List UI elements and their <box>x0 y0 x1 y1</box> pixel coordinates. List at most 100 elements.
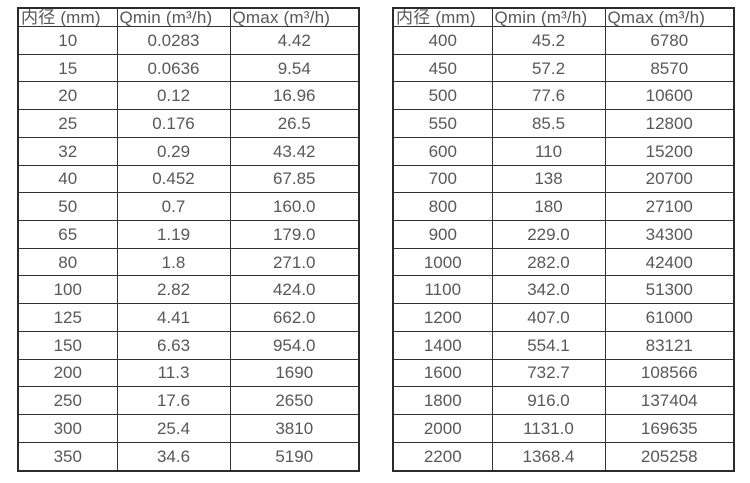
table-row: 500 77.6 10600 <box>392 81 735 111</box>
table-cell: 125 <box>17 303 118 332</box>
table-row: 2000 1131.0 169635 <box>392 414 735 443</box>
table-cell: 954.0 <box>229 330 360 360</box>
table-cell: 34300 <box>604 220 735 249</box>
flow-range-table-large-diameters: 内径 (mm) Qmin (m³/h) Qmax (m³/h) 400 45.2 6780… <box>392 7 735 472</box>
table-row: 1800 916.0 137404 <box>392 386 735 416</box>
table-cell: 10 <box>17 26 118 55</box>
header-cell: 内径 (mm) <box>17 7 118 27</box>
table-cell: 0.176 <box>116 109 231 138</box>
table-cell: 700 <box>392 164 493 194</box>
table-cell: 11.3 <box>116 358 231 388</box>
table-cell: 3810 <box>229 414 360 443</box>
table-cell: 57.2 <box>491 53 606 83</box>
table-cell: 407.0 <box>491 303 606 332</box>
table-row: 25 0.176 26.5 <box>17 109 360 138</box>
table-cell: 4.41 <box>116 303 231 332</box>
table-cell: 42400 <box>604 247 735 277</box>
table-cell: 20 <box>17 81 118 111</box>
header-cell: 内径 (mm) <box>392 7 493 27</box>
table-cell: 25 <box>17 109 118 138</box>
header-cell: Qmax (m³/h) <box>229 7 360 27</box>
table-cell: 0.452 <box>116 164 231 194</box>
table-cell: 1000 <box>392 247 493 277</box>
table-cell: 27100 <box>604 192 735 222</box>
table-row: 65 1.19 179.0 <box>17 220 360 249</box>
table-cell: 10600 <box>604 81 735 111</box>
table-cell: 50 <box>17 192 118 222</box>
header-row: 内径 (mm) Qmin (m³/h) Qmax (m³/h) <box>17 7 360 27</box>
table-row: 900 229.0 34300 <box>392 220 735 249</box>
table-cell: 1400 <box>392 330 493 360</box>
table-cell: 110 <box>491 136 606 166</box>
table-row: 80 1.8 271.0 <box>17 247 360 277</box>
table-cell: 160.0 <box>229 192 360 222</box>
table-cell: 0.29 <box>116 136 231 166</box>
table-cell: 0.0636 <box>116 53 231 83</box>
table-cell: 0.12 <box>116 81 231 111</box>
table-cell: 550 <box>392 109 493 138</box>
table-cell: 0.0283 <box>116 26 231 55</box>
table-row: 800 180 27100 <box>392 192 735 222</box>
table-cell: 9.54 <box>229 53 360 83</box>
table-cell: 2.82 <box>116 275 231 305</box>
table-cell: 1368.4 <box>491 441 606 472</box>
table-row: 300 25.4 3810 <box>17 414 360 443</box>
table-row: 200 11.3 1690 <box>17 358 360 388</box>
table-cell: 16.96 <box>229 81 360 111</box>
table-cell: 450 <box>392 53 493 83</box>
table-row: 50 0.7 160.0 <box>17 192 360 222</box>
table-cell: 108566 <box>604 358 735 388</box>
table-row: 250 17.6 2650 <box>17 386 360 416</box>
table-cell: 282.0 <box>491 247 606 277</box>
table-cell: 342.0 <box>491 275 606 305</box>
table-row: 32 0.29 43.42 <box>17 136 360 166</box>
table-cell: 2650 <box>229 386 360 416</box>
table-cell: 1200 <box>392 303 493 332</box>
table-cell: 6780 <box>604 26 735 55</box>
table-row: 10 0.0283 4.42 <box>17 26 360 55</box>
table-cell: 6.63 <box>116 330 231 360</box>
table-row: 1600 732.7 108566 <box>392 358 735 388</box>
table-cell: 17.6 <box>116 386 231 416</box>
table-cell: 229.0 <box>491 220 606 249</box>
table-cell: 150 <box>17 330 118 360</box>
table-cell: 1600 <box>392 358 493 388</box>
table-cell: 800 <box>392 192 493 222</box>
table-cell: 8570 <box>604 53 735 83</box>
table-cell: 100 <box>17 275 118 305</box>
table-cell: 179.0 <box>229 220 360 249</box>
table-cell: 300 <box>17 414 118 443</box>
table-row: 150 6.63 954.0 <box>17 330 360 360</box>
table-cell: 250 <box>17 386 118 416</box>
table-cell: 15 <box>17 53 118 83</box>
table-row: 40 0.452 67.85 <box>17 164 360 194</box>
table-row: 450 57.2 8570 <box>392 53 735 83</box>
table-row: 125 4.41 662.0 <box>17 303 360 332</box>
table-row: 1000 282.0 42400 <box>392 247 735 277</box>
table-cell: 1.19 <box>116 220 231 249</box>
table-row: 600 110 15200 <box>392 136 735 166</box>
header-cell: Qmin (m³/h) <box>116 7 231 27</box>
flow-range-table-small-diameters: 内径 (mm) Qmin (m³/h) Qmax (m³/h) 10 0.0283 4.4… <box>17 7 360 472</box>
table-row: 700 138 20700 <box>392 164 735 194</box>
table-cell: 43.42 <box>229 136 360 166</box>
header-row: 内径 (mm) Qmin (m³/h) Qmax (m³/h) <box>392 7 735 27</box>
table-cell: 20700 <box>604 164 735 194</box>
table-cell: 2200 <box>392 441 493 472</box>
table-cell: 4.42 <box>229 26 360 55</box>
table-cell: 205258 <box>604 441 735 472</box>
table-row: 1100 342.0 51300 <box>392 275 735 305</box>
table-cell: 0.7 <box>116 192 231 222</box>
table-row: 1200 407.0 61000 <box>392 303 735 332</box>
table-cell: 137404 <box>604 386 735 416</box>
table-row: 2200 1368.4 205258 <box>392 441 735 472</box>
table-cell: 900 <box>392 220 493 249</box>
table-cell: 67.85 <box>229 164 360 194</box>
table-cell: 40 <box>17 164 118 194</box>
table-cell: 1800 <box>392 386 493 416</box>
table-cell: 12800 <box>604 109 735 138</box>
table-row: 400 45.2 6780 <box>392 26 735 55</box>
table-cell: 200 <box>17 358 118 388</box>
table-cell: 600 <box>392 136 493 166</box>
table-cell: 80 <box>17 247 118 277</box>
